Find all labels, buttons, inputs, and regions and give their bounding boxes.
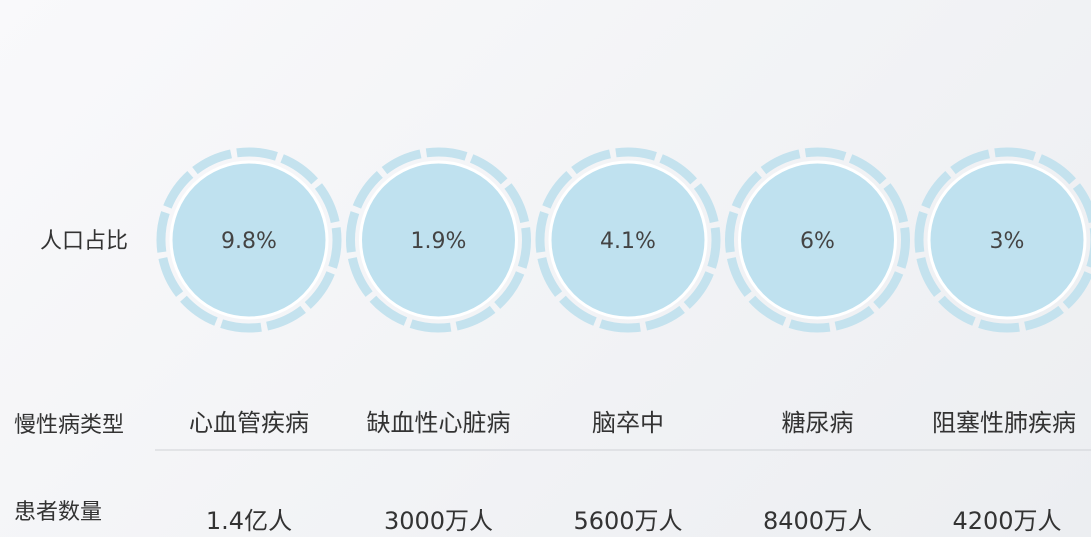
row-label: 慢性病类型 xyxy=(14,413,124,438)
disease-type: 脑卒中 xyxy=(592,409,664,437)
disc xyxy=(738,160,897,320)
disc xyxy=(169,160,329,320)
share-value: 6% xyxy=(800,229,835,254)
patient-count: 8400万人 xyxy=(763,507,872,535)
disc xyxy=(359,160,518,320)
share-value: 9.8% xyxy=(221,229,277,254)
disease-type: 心血管疾病 xyxy=(189,409,309,437)
share-value: 4.1% xyxy=(600,229,656,254)
ring xyxy=(156,147,342,333)
circles xyxy=(156,147,1091,333)
ring xyxy=(346,147,531,333)
disc xyxy=(548,160,708,320)
ring xyxy=(535,147,721,333)
patient-count: 5600万人 xyxy=(573,507,682,535)
patient-count: 4200万人 xyxy=(952,507,1061,535)
patient-count: 3000万人 xyxy=(384,507,493,535)
patient-count: 1.4亿人 xyxy=(206,507,292,535)
disc xyxy=(927,160,1087,320)
disease-type: 阻塞性肺疾病 xyxy=(932,409,1076,437)
row-label: 患者数量 xyxy=(14,500,102,525)
share-value: 1.9% xyxy=(411,229,467,254)
disease-type: 糖尿病 xyxy=(782,409,854,437)
share-value: 3% xyxy=(990,229,1025,254)
ring xyxy=(725,147,910,333)
disease-type: 缺血性心脏病 xyxy=(367,409,511,437)
row-label: 人口占比 xyxy=(40,229,128,254)
